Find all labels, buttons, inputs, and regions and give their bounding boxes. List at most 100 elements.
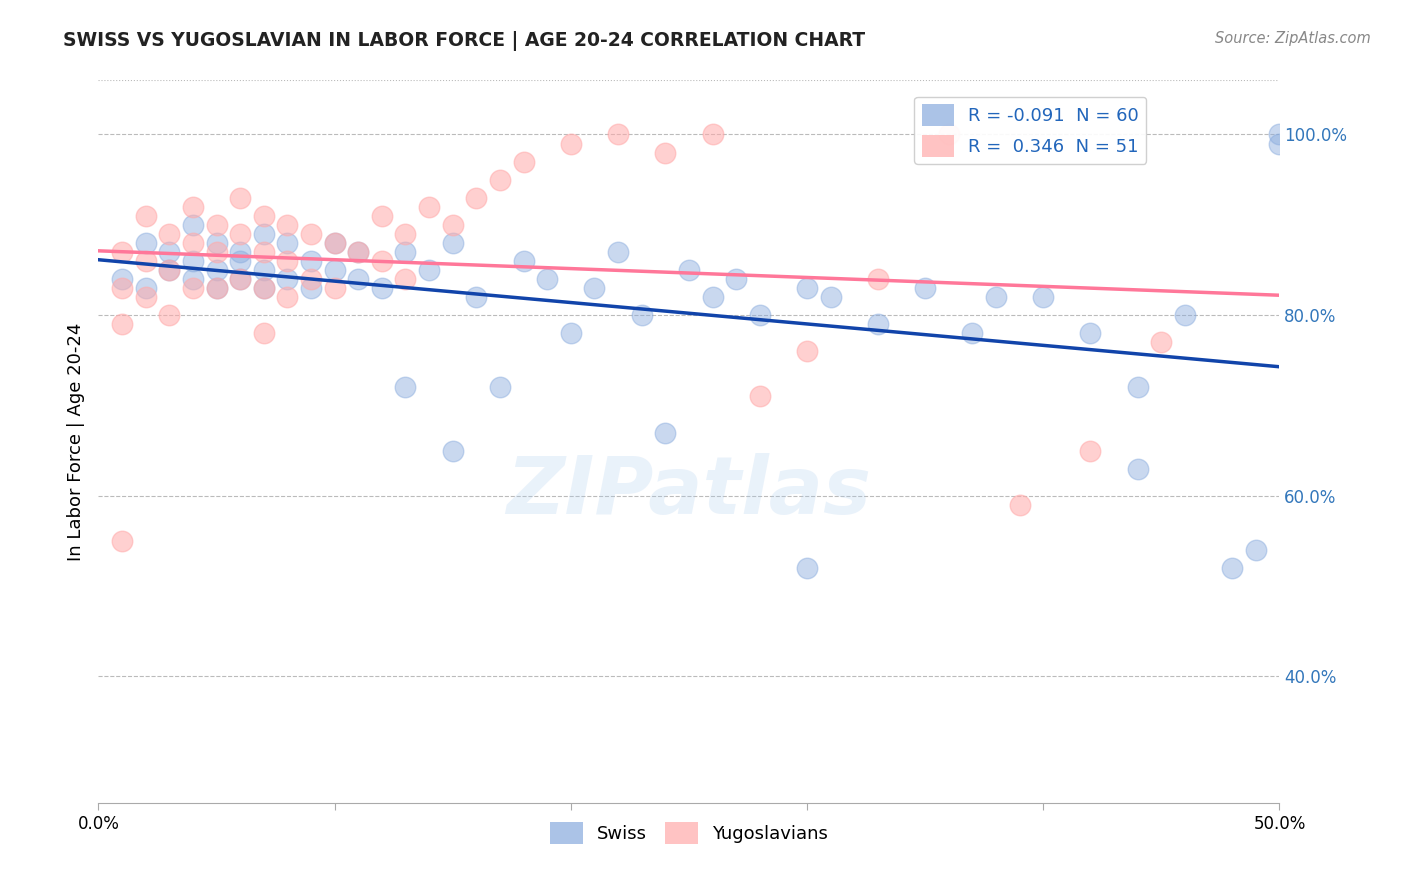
Point xyxy=(725,272,748,286)
Point xyxy=(205,281,228,295)
Point xyxy=(157,263,180,277)
Point xyxy=(276,290,298,304)
Point xyxy=(465,191,488,205)
Point xyxy=(607,128,630,142)
Point xyxy=(914,281,936,295)
Point xyxy=(371,209,394,223)
Point xyxy=(205,244,228,259)
Point xyxy=(229,244,252,259)
Point xyxy=(1220,561,1243,575)
Point xyxy=(866,317,889,331)
Point xyxy=(560,136,582,151)
Point xyxy=(1174,308,1197,322)
Point xyxy=(181,200,204,214)
Point xyxy=(1080,443,1102,458)
Point xyxy=(347,244,370,259)
Point xyxy=(394,227,416,241)
Point xyxy=(299,281,322,295)
Point xyxy=(796,344,818,359)
Point xyxy=(135,281,157,295)
Point xyxy=(1032,290,1054,304)
Point xyxy=(347,272,370,286)
Point xyxy=(181,235,204,250)
Point xyxy=(678,263,700,277)
Point xyxy=(253,227,276,241)
Point xyxy=(1268,128,1291,142)
Point xyxy=(276,272,298,286)
Point xyxy=(157,263,180,277)
Point xyxy=(418,200,440,214)
Point xyxy=(181,281,204,295)
Point xyxy=(1268,136,1291,151)
Point xyxy=(536,272,558,286)
Point xyxy=(489,172,512,186)
Point xyxy=(157,227,180,241)
Point xyxy=(111,317,134,331)
Legend: Swiss, Yugoslavians: Swiss, Yugoslavians xyxy=(543,815,835,852)
Point xyxy=(796,281,818,295)
Point xyxy=(135,290,157,304)
Point xyxy=(229,254,252,268)
Point xyxy=(489,380,512,394)
Text: SWISS VS YUGOSLAVIAN IN LABOR FORCE | AGE 20-24 CORRELATION CHART: SWISS VS YUGOSLAVIAN IN LABOR FORCE | AG… xyxy=(63,31,866,51)
Point xyxy=(181,218,204,232)
Point xyxy=(938,128,960,142)
Point xyxy=(276,218,298,232)
Point xyxy=(1126,380,1149,394)
Point xyxy=(111,244,134,259)
Point xyxy=(394,272,416,286)
Point xyxy=(1244,542,1267,557)
Point xyxy=(253,244,276,259)
Point xyxy=(654,425,676,440)
Point xyxy=(654,145,676,160)
Point xyxy=(135,254,157,268)
Point xyxy=(253,281,276,295)
Point xyxy=(347,244,370,259)
Point xyxy=(205,263,228,277)
Point xyxy=(323,235,346,250)
Point xyxy=(253,326,276,341)
Point xyxy=(205,235,228,250)
Point xyxy=(441,235,464,250)
Point xyxy=(111,272,134,286)
Point xyxy=(441,443,464,458)
Point xyxy=(748,308,770,322)
Point xyxy=(820,290,842,304)
Point xyxy=(371,281,394,295)
Point xyxy=(135,209,157,223)
Point xyxy=(229,191,252,205)
Point xyxy=(866,272,889,286)
Point xyxy=(560,326,582,341)
Point xyxy=(394,244,416,259)
Point xyxy=(1126,461,1149,475)
Text: ZIPatlas: ZIPatlas xyxy=(506,453,872,531)
Point xyxy=(418,263,440,277)
Point xyxy=(323,235,346,250)
Point xyxy=(607,244,630,259)
Point xyxy=(1150,335,1173,350)
Point xyxy=(205,218,228,232)
Point xyxy=(299,272,322,286)
Point xyxy=(583,281,606,295)
Point xyxy=(962,326,984,341)
Point xyxy=(205,281,228,295)
Point xyxy=(229,227,252,241)
Point xyxy=(157,308,180,322)
Point xyxy=(276,235,298,250)
Point xyxy=(299,254,322,268)
Point xyxy=(984,290,1007,304)
Point xyxy=(748,389,770,403)
Point xyxy=(371,254,394,268)
Point xyxy=(135,235,157,250)
Point xyxy=(323,263,346,277)
Point xyxy=(157,244,180,259)
Point xyxy=(181,272,204,286)
Point xyxy=(181,254,204,268)
Point xyxy=(630,308,652,322)
Point xyxy=(465,290,488,304)
Point xyxy=(512,254,534,268)
Point xyxy=(299,227,322,241)
Y-axis label: In Labor Force | Age 20-24: In Labor Force | Age 20-24 xyxy=(66,322,84,561)
Point xyxy=(111,281,134,295)
Point xyxy=(702,128,724,142)
